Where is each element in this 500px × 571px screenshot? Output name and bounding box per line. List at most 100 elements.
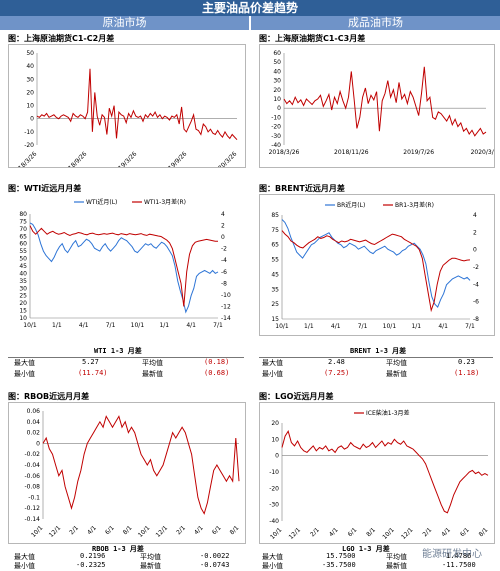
y-tick-label: 10 — [19, 315, 27, 322]
y-tick-label: -0.14 — [24, 516, 40, 523]
stats-brent-heading: BRENT 1-3 月差 — [350, 347, 407, 355]
stats-lgo-avg-label: 平均值 — [386, 553, 407, 561]
chart-svg-brent: 15 25 35 45 55 65 75 85 -8 -6 -4 -2 0 2 4 10/1 1/1 4/1 7/1… — [271, 201, 479, 330]
x-tick-label: 8/1 — [122, 524, 134, 536]
x-tick-label: 12/1 — [48, 524, 63, 539]
stats-rbob-latest: -0.0743 — [200, 561, 230, 569]
y-tick-label: -30 — [269, 502, 279, 509]
y-tick-label: 60 — [19, 241, 27, 248]
x-tick-label: 2/1 — [309, 526, 321, 538]
y2-tick-label: 0 — [473, 247, 477, 254]
x-tick-label: 2/1 — [68, 524, 80, 536]
y-tick-label: 15 — [19, 308, 27, 315]
x-tick-label: 10/1 — [269, 526, 284, 541]
stats-rbob-avg-label: 平均值 — [140, 553, 161, 561]
chart-sc-c1c3: -40 -30 -20 -10 0 10 20 30 40 50 60 2018/3/26 2018/1… — [259, 44, 500, 168]
y2-tick-label: -8 — [473, 316, 479, 323]
x-tick-label: 6/1 — [347, 526, 359, 538]
y2-tick-label: -12 — [221, 303, 231, 310]
x-tick-label: 7/1 — [213, 322, 223, 329]
stats-wti-avg-label: 平均值 — [142, 359, 163, 367]
y-tick-label: 0 — [30, 116, 34, 123]
y2-tick-label: 4 — [473, 212, 477, 219]
stats-rbob-min: -0.2325 — [76, 561, 106, 569]
stats-rbob-heading: RBOB 1-3 月差 — [92, 545, 144, 553]
y2-tick-label: -14 — [221, 315, 231, 322]
y2-tick-label: 2 — [473, 229, 477, 236]
y-tick-label: 65 — [19, 233, 27, 240]
y-tick-label: 50 — [19, 256, 27, 263]
y-tick-label: 60 — [273, 50, 281, 57]
y-tick-label: -40 — [269, 518, 279, 525]
series-line — [281, 230, 471, 313]
stats-wti-min: (11.74) — [78, 369, 108, 377]
stats-wti-latest: (0.68) — [204, 369, 230, 377]
panel-title-sc-c1c2: 图：上海原油期货C1-C2月差 — [8, 34, 115, 43]
y-tick-label: 20 — [19, 300, 27, 307]
stats-rbob-latest-label: 最新值 — [140, 562, 161, 570]
chart-svg-rbob: -0.14 -0.12 -0.1 -0.08 -0.06 -0.04 -0.02 0 0.02 0… — [24, 408, 240, 539]
y-tick-label: 80 — [19, 211, 27, 218]
x-tick-label: 1/1 — [411, 323, 421, 330]
x-tick-label: 4/1 — [86, 524, 98, 536]
stats-lgo-min: -35.7500 — [322, 561, 356, 569]
stats-wti-rule — [8, 357, 244, 358]
chart-svg-sc-c1c3: -40 -30 -20 -10 0 10 20 30 40 50 60 2018/3/26 2018/1… — [269, 50, 500, 156]
y-tick-label: 0 — [275, 453, 279, 460]
y-tick-label: 0.02 — [27, 430, 41, 437]
section-crude: 原油市场 — [0, 16, 249, 30]
y-tick-label: 40 — [19, 270, 27, 277]
x-tick-label: 10/1 — [30, 524, 45, 539]
stats-brent-rule — [259, 357, 493, 358]
x-tick-label: 4/1 — [440, 526, 452, 538]
panel-title-rbob: 图：RBOB近远月月差 — [8, 392, 90, 401]
stats-wti-max-label: 最大值 — [14, 359, 35, 367]
x-tick-label: 6/1 — [104, 524, 116, 536]
panel-title-sc-c1c3: 图：上海原油期货C1-C3月差 — [259, 34, 366, 43]
y-tick-label: 30 — [26, 76, 34, 83]
x-tick-label: 2018/3/26 — [269, 149, 300, 156]
y2-tick-label: -4 — [473, 281, 479, 288]
y2-tick-label: -10 — [221, 292, 231, 299]
y-tick-label: -20 — [24, 142, 34, 149]
x-tick-label: 2018/9/26 — [62, 150, 89, 167]
x-tick-label: 2020/3/26 — [471, 149, 494, 156]
stats-rbob-max-label: 最大值 — [14, 553, 35, 561]
x-tick-label: 6/1 — [211, 524, 223, 536]
y-tick-label: -0.04 — [24, 462, 40, 469]
y2-tick-label: -8 — [221, 280, 227, 287]
y-tick-label: -30 — [271, 133, 281, 140]
x-tick-label: 4/1 — [331, 323, 341, 330]
y-tick-label: 50 — [273, 59, 281, 66]
x-tick-label: 12/1 — [155, 524, 170, 539]
y-tick-label: 45 — [271, 271, 279, 278]
legend-label: WTI近月(L) — [86, 198, 117, 206]
watermark: 能源研发中心 — [422, 549, 482, 560]
y-tick-label: 25 — [19, 293, 27, 300]
chart-brent: 15 25 35 45 55 65 75 85 -8 -6 -4 -2 0 2 4 10/1 1/1 4/1 7/1… — [259, 194, 495, 336]
stats-wti-heading: WTI 1-3 月差 — [94, 347, 142, 355]
series-line — [281, 219, 471, 309]
y-tick-label: 0 — [277, 105, 281, 112]
stats-brent-min-label: 最小值 — [262, 370, 283, 378]
y2-tick-label: 0 — [221, 234, 225, 241]
series-line — [42, 415, 240, 515]
y2-tick-label: 2 — [221, 223, 225, 230]
y-tick-label: -0.1 — [28, 494, 40, 501]
y-tick-label: 30 — [273, 78, 281, 85]
y-tick-label: 0 — [36, 440, 40, 447]
stats-brent-max: 2.48 — [328, 358, 345, 366]
stats-rbob-max: 0.2196 — [80, 552, 106, 560]
y-tick-label: 50 — [26, 50, 34, 57]
legend-label: BR1-3月差(R) — [395, 201, 434, 209]
x-tick-label: 10/1 — [137, 524, 152, 539]
y-tick-label: -20 — [269, 485, 279, 492]
x-tick-label: 10/1 — [23, 322, 37, 329]
stats-lgo-max: 15.7500 — [326, 552, 356, 560]
x-tick-label: 2019/7/26 — [403, 149, 434, 156]
y-tick-label: 35 — [271, 286, 279, 293]
y-tick-label: 10 — [271, 436, 279, 443]
y-tick-label: 55 — [19, 248, 27, 255]
stats-brent-latest-label: 最新值 — [386, 370, 407, 378]
section-product: 成品油市场 — [251, 16, 500, 30]
